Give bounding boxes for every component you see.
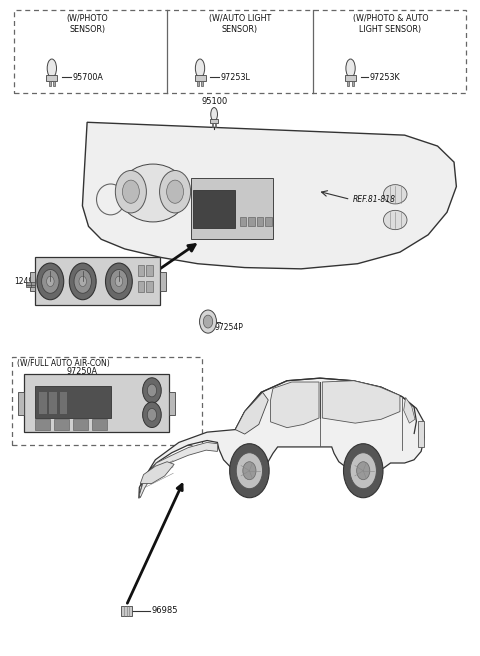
Polygon shape (83, 122, 456, 269)
Bar (54, 419, 69, 430)
Bar (201, 81, 203, 86)
Text: 1249EB: 1249EB (14, 277, 43, 286)
Circle shape (243, 462, 256, 480)
Bar (12, 357, 203, 445)
Polygon shape (235, 392, 268, 434)
Bar (348, 81, 349, 86)
Bar (240, 216, 246, 226)
Bar (210, 119, 218, 123)
Bar (39, 392, 47, 414)
Text: (W/PHOTO & AUTO
LIGHT SENSOR): (W/PHOTO & AUTO LIGHT SENSOR) (353, 14, 428, 34)
Bar (193, 190, 235, 228)
Ellipse shape (119, 164, 187, 222)
Circle shape (115, 171, 146, 213)
Circle shape (79, 276, 86, 287)
Text: 97250A: 97250A (67, 367, 98, 376)
Circle shape (122, 180, 139, 203)
Circle shape (143, 378, 161, 403)
Bar (92, 419, 107, 430)
Text: 95700A: 95700A (72, 73, 103, 82)
Circle shape (350, 453, 376, 489)
Circle shape (229, 443, 269, 498)
Bar (160, 272, 166, 291)
Polygon shape (139, 442, 217, 498)
Bar (146, 265, 153, 276)
Bar (48, 81, 50, 86)
Circle shape (236, 453, 263, 489)
Bar (191, 178, 273, 239)
Bar (345, 75, 356, 81)
Bar (197, 81, 199, 86)
Ellipse shape (346, 59, 355, 77)
Bar (138, 281, 144, 292)
Text: (W/PHOTO
SENSOR): (W/PHOTO SENSOR) (66, 14, 108, 34)
Polygon shape (323, 380, 400, 423)
Bar (418, 421, 424, 447)
Bar (14, 10, 466, 93)
Polygon shape (140, 462, 174, 483)
Circle shape (74, 270, 92, 293)
Polygon shape (404, 398, 415, 423)
Ellipse shape (384, 184, 407, 204)
Bar (352, 81, 353, 86)
Circle shape (106, 263, 132, 300)
Bar (249, 216, 254, 226)
Text: 97253L: 97253L (220, 73, 250, 82)
Circle shape (42, 270, 59, 293)
Circle shape (167, 180, 183, 203)
Bar (26, 282, 36, 287)
Text: REF.81-818: REF.81-818 (353, 195, 396, 204)
Circle shape (37, 263, 64, 300)
Text: 97250A: 97250A (115, 261, 147, 270)
Circle shape (159, 171, 191, 213)
Text: 95100: 95100 (201, 97, 227, 106)
Bar (60, 392, 67, 414)
Ellipse shape (47, 59, 57, 77)
Bar (36, 257, 160, 306)
Text: 97254P: 97254P (214, 323, 243, 332)
Circle shape (47, 276, 54, 287)
Circle shape (69, 263, 96, 300)
Bar (212, 123, 213, 127)
Circle shape (147, 384, 156, 397)
Circle shape (143, 402, 161, 428)
Bar (30, 272, 36, 291)
Ellipse shape (384, 211, 407, 230)
Bar (194, 75, 205, 81)
Polygon shape (139, 378, 424, 499)
Circle shape (115, 276, 123, 287)
Bar (138, 265, 144, 276)
Text: (W/FULL AUTO AIR-CON): (W/FULL AUTO AIR-CON) (16, 359, 109, 368)
Circle shape (147, 409, 156, 421)
Bar (73, 419, 88, 430)
Circle shape (357, 462, 370, 480)
Polygon shape (271, 382, 319, 428)
Bar (215, 123, 216, 127)
Bar (257, 216, 263, 226)
Circle shape (344, 443, 383, 498)
Text: 96985: 96985 (151, 606, 178, 615)
Text: 97253K: 97253K (370, 73, 400, 82)
Bar (265, 216, 272, 226)
Bar (146, 281, 153, 292)
Bar (47, 75, 57, 81)
Circle shape (204, 315, 213, 328)
Bar (49, 392, 57, 414)
Bar (36, 419, 50, 430)
Bar (53, 81, 55, 86)
Bar (121, 605, 132, 616)
Bar (18, 392, 24, 415)
Bar (169, 392, 175, 415)
Circle shape (200, 310, 216, 333)
Ellipse shape (211, 108, 217, 121)
Bar (24, 375, 169, 432)
Circle shape (110, 270, 128, 293)
Bar (36, 386, 111, 418)
Text: (W/AUTO LIGHT
SENSOR): (W/AUTO LIGHT SENSOR) (209, 14, 271, 34)
Ellipse shape (195, 59, 204, 77)
